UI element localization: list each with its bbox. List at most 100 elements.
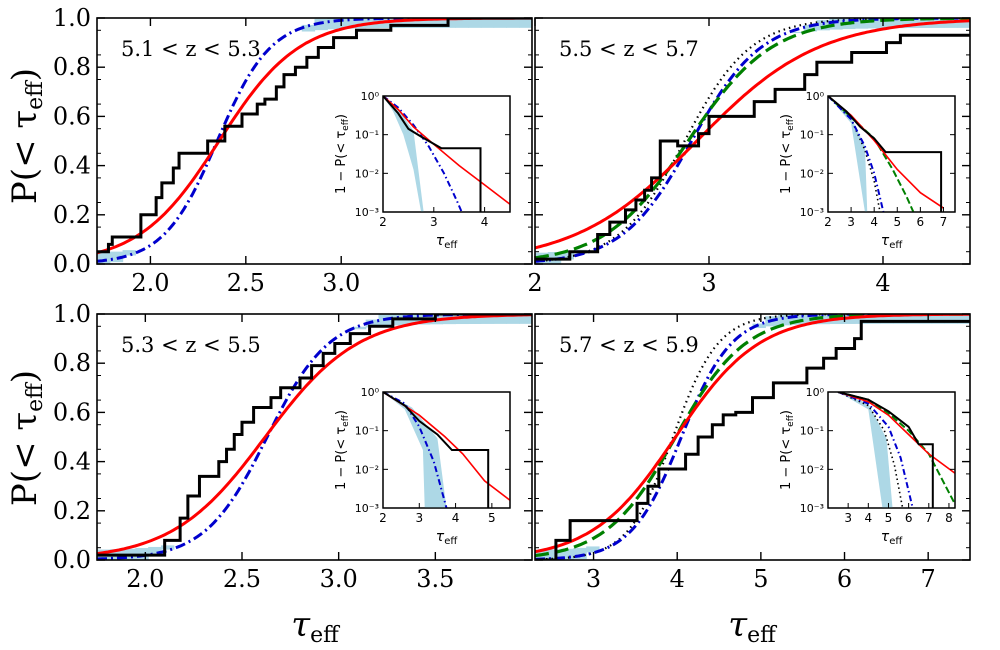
ylabel-top: P(< τeff)	[5, 68, 48, 204]
band-step	[803, 25, 818, 32]
band-step	[560, 251, 574, 260]
inset-xlabel: τeff	[881, 529, 904, 547]
inset-ylabel: 1 − P(< τeff)	[779, 410, 796, 490]
inset-ylabel: 1 − P(< τeff)	[334, 410, 351, 490]
inset-x-tick-label: 5	[885, 511, 893, 525]
inset-xlabel-sub: eff	[889, 536, 903, 547]
band-step	[404, 18, 418, 28]
band-step	[586, 546, 600, 553]
ylabel-sub: eff	[23, 382, 48, 412]
band-step	[480, 18, 495, 28]
panel-title: 5.1 < z < 5.3	[121, 37, 261, 61]
band-step	[493, 18, 508, 28]
band-step	[301, 24, 316, 32]
band-step	[893, 314, 907, 324]
band-step	[365, 319, 380, 328]
inset-y-tick-label: 10⁻²	[800, 167, 824, 180]
inset-y-tick-label: 10⁻³	[355, 206, 379, 219]
y-tick-label: 0.2	[53, 201, 91, 229]
xlabel-right: τeff	[728, 605, 777, 648]
inset-plot	[383, 392, 510, 508]
band-step	[148, 546, 162, 557]
plot-area	[97, 314, 532, 560]
inset-observed-line	[837, 392, 934, 508]
band-step	[455, 18, 469, 28]
inset-observed-line	[383, 96, 482, 212]
band-step	[416, 18, 431, 28]
panel-title: 5.3 < z < 5.5	[121, 333, 261, 357]
inset-ylabel-sub: eff	[786, 118, 796, 131]
band-step	[778, 314, 792, 326]
band-step	[109, 251, 124, 263]
x-tick-label: 2.5	[223, 565, 261, 593]
inset-y-tick-label: 10⁻²	[800, 463, 824, 476]
x-tick-label: 7	[921, 565, 936, 593]
inset-x-tick-label: 2	[824, 215, 832, 229]
panel-title: 5.5 < z < 5.7	[559, 37, 699, 61]
band-step	[944, 314, 958, 324]
inset-ylabel-text: 1 − P(< τ	[334, 131, 349, 194]
inset-frame-bg	[382, 391, 511, 509]
inset-x-tick-label: 2	[379, 511, 387, 525]
band-step	[829, 18, 843, 30]
inset-plot	[828, 96, 944, 212]
inset-y-tick-label: 10⁰	[361, 90, 380, 103]
y-tick-label: 0.8	[53, 349, 91, 377]
band-step	[493, 314, 508, 324]
inset-band	[383, 392, 447, 508]
band-step	[880, 314, 894, 324]
inset-observed-line	[383, 392, 490, 508]
inset-band	[383, 96, 424, 212]
inset-dash-dot-model	[828, 96, 885, 212]
ylabel-sub: eff	[23, 80, 48, 110]
band-step	[391, 18, 405, 28]
inset-dash-dot-model	[383, 392, 448, 508]
dash-dot-model	[535, 314, 970, 560]
svg-text:P(< τeff): P(< τeff)	[5, 68, 48, 204]
inset-plot	[383, 96, 510, 212]
band-step	[906, 314, 920, 324]
x-tick-label: 2	[527, 269, 542, 297]
xlabel-left: τeff	[291, 605, 340, 648]
inset-y-tick-label: 10⁻³	[800, 206, 824, 219]
band-step	[506, 18, 520, 28]
band-step	[931, 314, 946, 324]
y-tick-label: 0.6	[53, 398, 91, 426]
band-step	[519, 314, 532, 324]
inset-y-tick-label: 10⁻¹	[800, 425, 824, 438]
inset-xlabel-text: τ	[881, 233, 890, 249]
inset-ylabel: 1 − P(< τeff)	[779, 114, 796, 194]
band-step	[506, 314, 520, 324]
x-tick-label: 5	[753, 565, 768, 593]
inset-ylabel-tail: )	[334, 114, 349, 119]
inset-x-tick-label: 2	[379, 215, 387, 229]
axes-frame	[96, 17, 533, 265]
band-step	[340, 18, 354, 29]
inset-xlabel-text: τ	[436, 233, 445, 249]
band-step	[352, 326, 367, 330]
inset-y-tick-label: 10⁰	[806, 90, 825, 103]
inset-y-tick-label: 10⁻¹	[355, 425, 379, 438]
inset-frame	[827, 391, 956, 509]
inset-y-tick-label: 10⁻³	[800, 502, 824, 515]
band-step	[957, 314, 970, 324]
band-step	[867, 18, 882, 29]
inset-x-tick-label: 3	[847, 215, 855, 229]
inset-xlabel: τeff	[881, 233, 904, 251]
inset-y-tick-label: 10⁰	[806, 386, 825, 399]
inset-ylabel-tail: )	[779, 114, 794, 119]
panel-3: 0.0 0.2 0.4 0.6 0.8 1.0 2.0 2.5 3.0 3.5 5.3 < z < …	[53, 300, 533, 593]
inset-x-tick-label: 4	[870, 215, 878, 229]
band-step	[906, 18, 920, 29]
band-step	[790, 314, 805, 325]
band-step	[867, 314, 882, 324]
inset-x-tick-label: 6	[905, 511, 913, 525]
xlabel-text: τ	[291, 605, 311, 645]
inset-band	[828, 96, 868, 212]
x-tick-label: 3.0	[320, 565, 358, 593]
red-model	[97, 314, 532, 556]
